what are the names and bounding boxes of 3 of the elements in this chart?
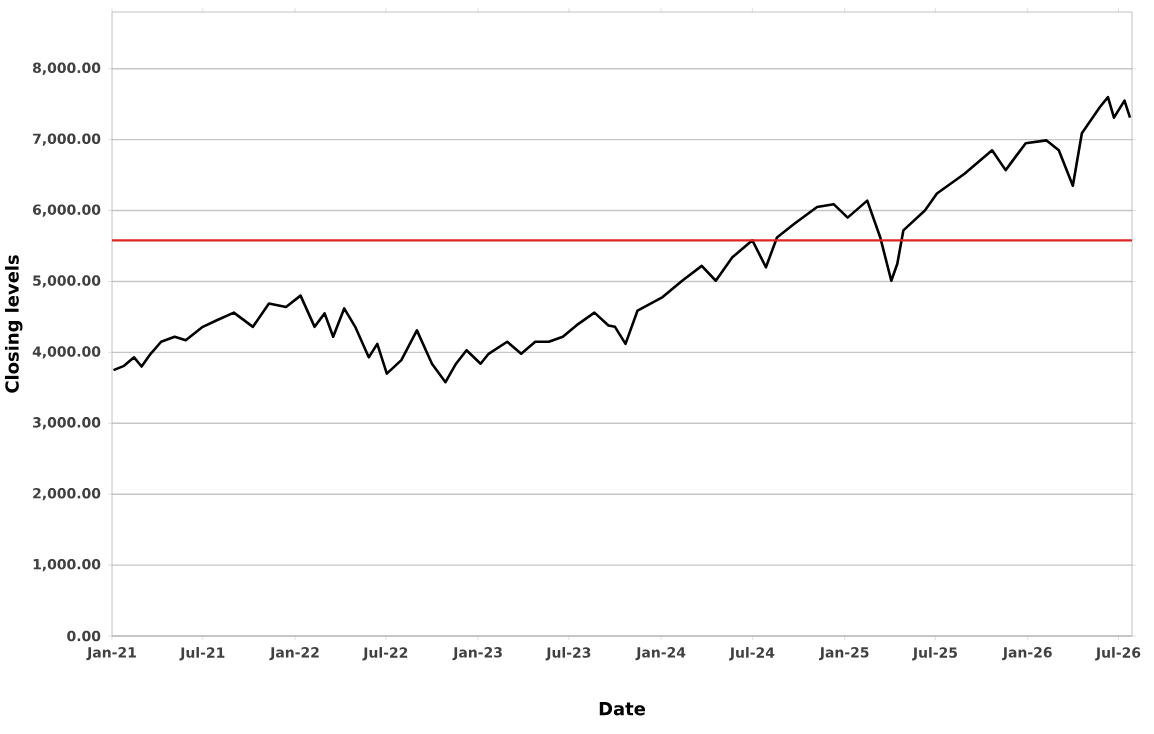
line-series: [112, 95, 1132, 384]
y-axis-title: Closing levels: [4, 255, 23, 393]
x-axis-title: Date: [599, 702, 646, 716]
